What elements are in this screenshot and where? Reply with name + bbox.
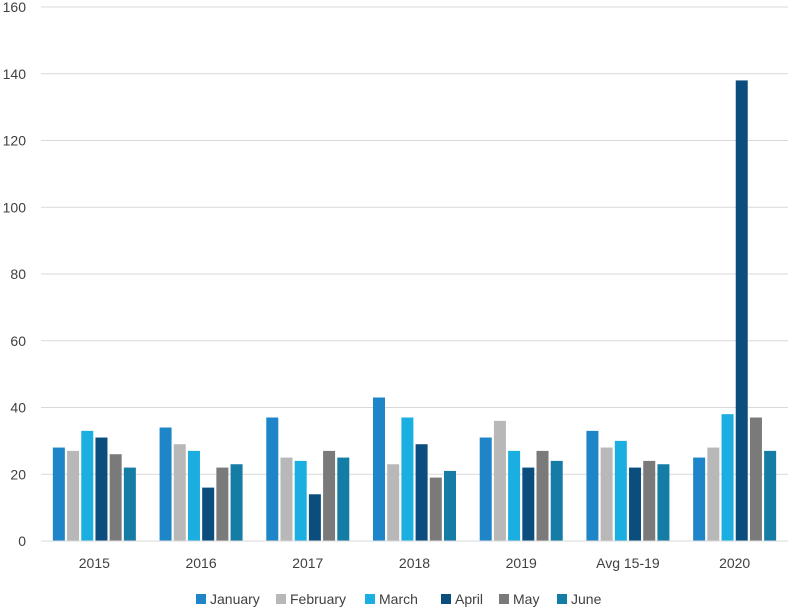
- y-tick-label: 160: [3, 0, 27, 15]
- bar-may-2019: [536, 450, 549, 541]
- x-tick-label: 2015: [79, 555, 110, 571]
- bar-january-2019: [479, 437, 492, 541]
- y-tick-label: 60: [10, 333, 26, 349]
- bar-january-2018: [373, 397, 385, 541]
- legend-item-february: February: [276, 591, 346, 607]
- x-axis-tick-labels: 2015 2016 2017 2018 2019 Avg 15-19 2020: [79, 555, 751, 571]
- legend-item-april: April: [441, 591, 483, 607]
- bar-january-2017: [266, 417, 279, 541]
- legend-label: April: [455, 591, 483, 607]
- bar-january-2015: [52, 447, 65, 541]
- bar-april-2020: [735, 80, 748, 542]
- bar-april-2016: [202, 487, 215, 541]
- bar-april-2015: [95, 437, 108, 541]
- x-tick-label: 2017: [292, 555, 323, 571]
- legend-swatch: [441, 594, 451, 604]
- bar-march-2020: [721, 414, 734, 541]
- bar-may-avg-15-19: [643, 460, 656, 541]
- x-tick-label: 2018: [399, 555, 430, 571]
- y-axis-tick-labels: 0 20 40 60 80 100 120 140 160: [3, 0, 27, 549]
- bar-june-2019: [550, 460, 563, 541]
- legend-label: January: [210, 591, 260, 607]
- bar-february-2020: [707, 447, 720, 541]
- legend: January February March April May June: [196, 591, 602, 607]
- bar-march-avg-15-19: [614, 440, 627, 541]
- legend-swatch: [196, 594, 206, 604]
- bar-april-2017: [308, 494, 321, 541]
- bar-february-2015: [67, 450, 80, 541]
- bar-february-avg-15-19: [600, 447, 613, 541]
- bar-june-avg-15-19: [657, 464, 670, 541]
- bar-june-2020: [764, 450, 777, 541]
- bars: [52, 80, 777, 542]
- y-tick-label: 40: [10, 400, 26, 416]
- legend-swatch: [557, 594, 567, 604]
- bar-may-2015: [109, 454, 122, 541]
- legend-item-june: June: [557, 591, 602, 607]
- bar-february-2017: [280, 457, 293, 541]
- bar-june-2015: [123, 467, 136, 541]
- x-tick-label: 2019: [506, 555, 537, 571]
- x-tick-label: 2020: [719, 555, 750, 571]
- bar-march-2019: [508, 450, 521, 541]
- grid-lines: [41, 6, 788, 475]
- legend-item-may: May: [499, 591, 539, 607]
- bar-april-2019: [522, 467, 535, 541]
- legend-label: June: [571, 591, 602, 607]
- y-tick-label: 140: [3, 66, 27, 82]
- bar-january-2020: [693, 457, 706, 541]
- bar-june-2017: [337, 457, 350, 541]
- bar-march-2017: [294, 460, 307, 541]
- y-tick-label: 120: [3, 133, 27, 149]
- legend-label: February: [290, 591, 346, 607]
- bar-june-2016: [230, 464, 243, 541]
- legend-swatch: [276, 594, 286, 604]
- bar-may-2016: [216, 467, 229, 541]
- y-tick-label: 80: [10, 266, 26, 282]
- y-tick-label: 0: [18, 533, 26, 549]
- y-tick-label: 100: [3, 199, 27, 215]
- bar-june-2018: [444, 470, 456, 541]
- bar-may-2018: [429, 477, 442, 541]
- legend-item-january: January: [196, 591, 260, 607]
- legend-item-march: March: [365, 591, 418, 607]
- bar-may-2020: [749, 417, 762, 541]
- legend-label: May: [513, 591, 539, 607]
- bar-may-2017: [323, 450, 336, 541]
- legend-swatch: [365, 594, 375, 604]
- legend-swatch: [499, 594, 509, 604]
- bar-february-2016: [173, 444, 186, 541]
- bar-january-avg-15-19: [586, 430, 599, 541]
- y-tick-label: 20: [10, 466, 26, 482]
- bar-april-avg-15-19: [629, 467, 642, 541]
- bar-march-2016: [187, 450, 200, 541]
- bar-february-2018: [387, 464, 400, 541]
- bar-march-2015: [81, 430, 94, 541]
- legend-label: March: [379, 591, 418, 607]
- x-tick-label: 2016: [185, 555, 216, 571]
- bar-february-2019: [493, 420, 506, 541]
- bar-april-2018: [415, 444, 428, 541]
- bar-march-2018: [401, 417, 414, 541]
- bar-january-2016: [159, 427, 172, 541]
- x-tick-label: Avg 15-19: [596, 555, 660, 571]
